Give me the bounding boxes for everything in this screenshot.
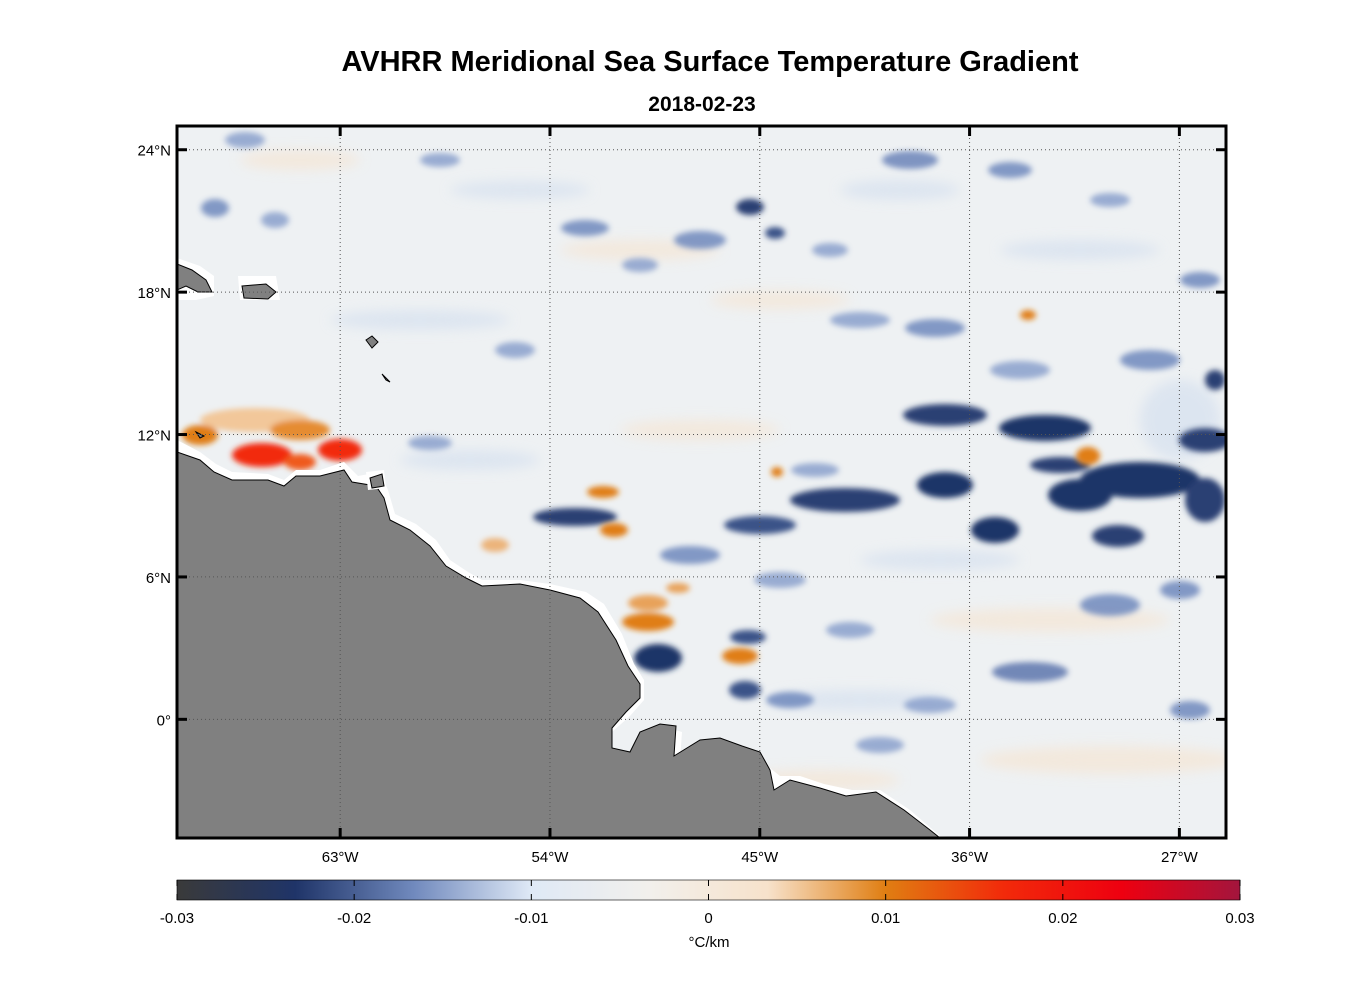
lat-label: 24°N	[137, 143, 171, 160]
lon-label: 36°W	[951, 849, 989, 866]
map-ticks	[177, 126, 1226, 838]
colorbar-ticks	[176, 880, 1241, 900]
land-south-america	[177, 440, 970, 838]
colorbar-label: 0.02	[1048, 910, 1077, 927]
colorbar-label: -0.02	[337, 910, 371, 927]
colorbar-label: 0	[704, 910, 712, 927]
lat-label: 12°N	[137, 428, 171, 445]
colorbar-label: -0.03	[160, 910, 194, 927]
gradient-field-dark	[533, 199, 1226, 699]
colorbar-label: 0.01	[871, 910, 900, 927]
lon-label: 54°W	[532, 849, 570, 866]
colorbar-labels: -0.03 -0.02 -0.01 0 0.01 0.02 0.03	[160, 910, 1255, 927]
lat-label: 18°N	[137, 285, 171, 302]
land-caribbean-islands	[177, 258, 391, 490]
longitude-labels: 63°W 54°W 45°W 36°W 27°W	[322, 849, 1199, 866]
map-frame	[175, 124, 1228, 840]
colorbar-label: 0.03	[1225, 910, 1254, 927]
lon-label: 45°W	[741, 849, 779, 866]
lat-label: 6°N	[146, 570, 171, 587]
lon-label: 27°W	[1161, 849, 1199, 866]
map-gridlines	[177, 126, 1226, 838]
gradient-field-warm	[182, 310, 1100, 664]
chart-title: AVHRR Meridional Sea Surface Temperature…	[341, 46, 1079, 78]
colorbar-label: -0.01	[514, 910, 548, 927]
lon-label: 63°W	[322, 849, 360, 866]
chart-subtitle: 2018-02-23	[648, 93, 756, 116]
lat-label: 0°	[157, 712, 171, 729]
latitude-labels: 24°N 18°N 12°N 6°N 0°	[137, 143, 171, 730]
gradient-field-light	[240, 150, 1226, 790]
gradient-field-medium	[201, 132, 1220, 753]
colorbar-units: °C/km	[688, 934, 730, 951]
